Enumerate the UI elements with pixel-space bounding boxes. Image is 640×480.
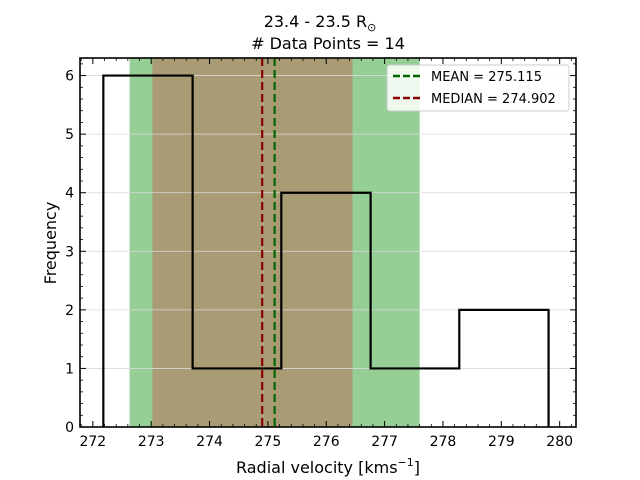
x-tick-label: 274 (196, 434, 223, 450)
x-tick-label: 272 (79, 434, 106, 450)
x-tick-label: 279 (488, 434, 515, 450)
stat-lines-layer (261, 58, 276, 427)
y-tick-label: 1 (65, 361, 74, 377)
x-tick-label: 276 (313, 434, 340, 450)
solar-symbol: ⊙ (367, 21, 376, 34)
y-tick-label: 5 (65, 127, 74, 143)
legend-box (386, 64, 570, 112)
y-tick-label: 4 (65, 186, 74, 202)
y-tick-label: 3 (65, 244, 74, 260)
chart-title-line2: # Data Points = 14 (251, 34, 405, 53)
x-tick-label: 277 (371, 434, 398, 450)
x-tick-label: 280 (546, 434, 573, 450)
axes-frame (79, 57, 577, 428)
histogram-layer (102, 74, 550, 427)
y-tick-label: 6 (65, 69, 74, 85)
x-tick-label: 273 (138, 434, 165, 450)
ticks-layer: 272 273 274 275 276 277 278 279 280 0 1 2 3 4 5 6 (65, 58, 576, 450)
legend-label: MEAN = 275.115 (431, 70, 542, 85)
legend-label: MEDIAN = 274.902 (431, 92, 556, 107)
plot-frame (79, 57, 577, 428)
x-tick-label: 275 (255, 434, 282, 450)
y-tick-label: 2 (65, 303, 74, 319)
y-axis-label: Frequency (41, 202, 60, 285)
median-std-band (152, 58, 353, 427)
legend: MEAN = 275.115 MEDIAN = 274.902 (386, 64, 570, 112)
y-tick-label: 0 (65, 420, 74, 436)
histogram-step (102, 74, 550, 427)
x-axis-label: Radial velocity [kms−1] (236, 456, 420, 477)
chart-title-line1: 23.4 - 23.5 R⊙ (264, 12, 377, 34)
x-tick-label: 278 (430, 434, 457, 450)
